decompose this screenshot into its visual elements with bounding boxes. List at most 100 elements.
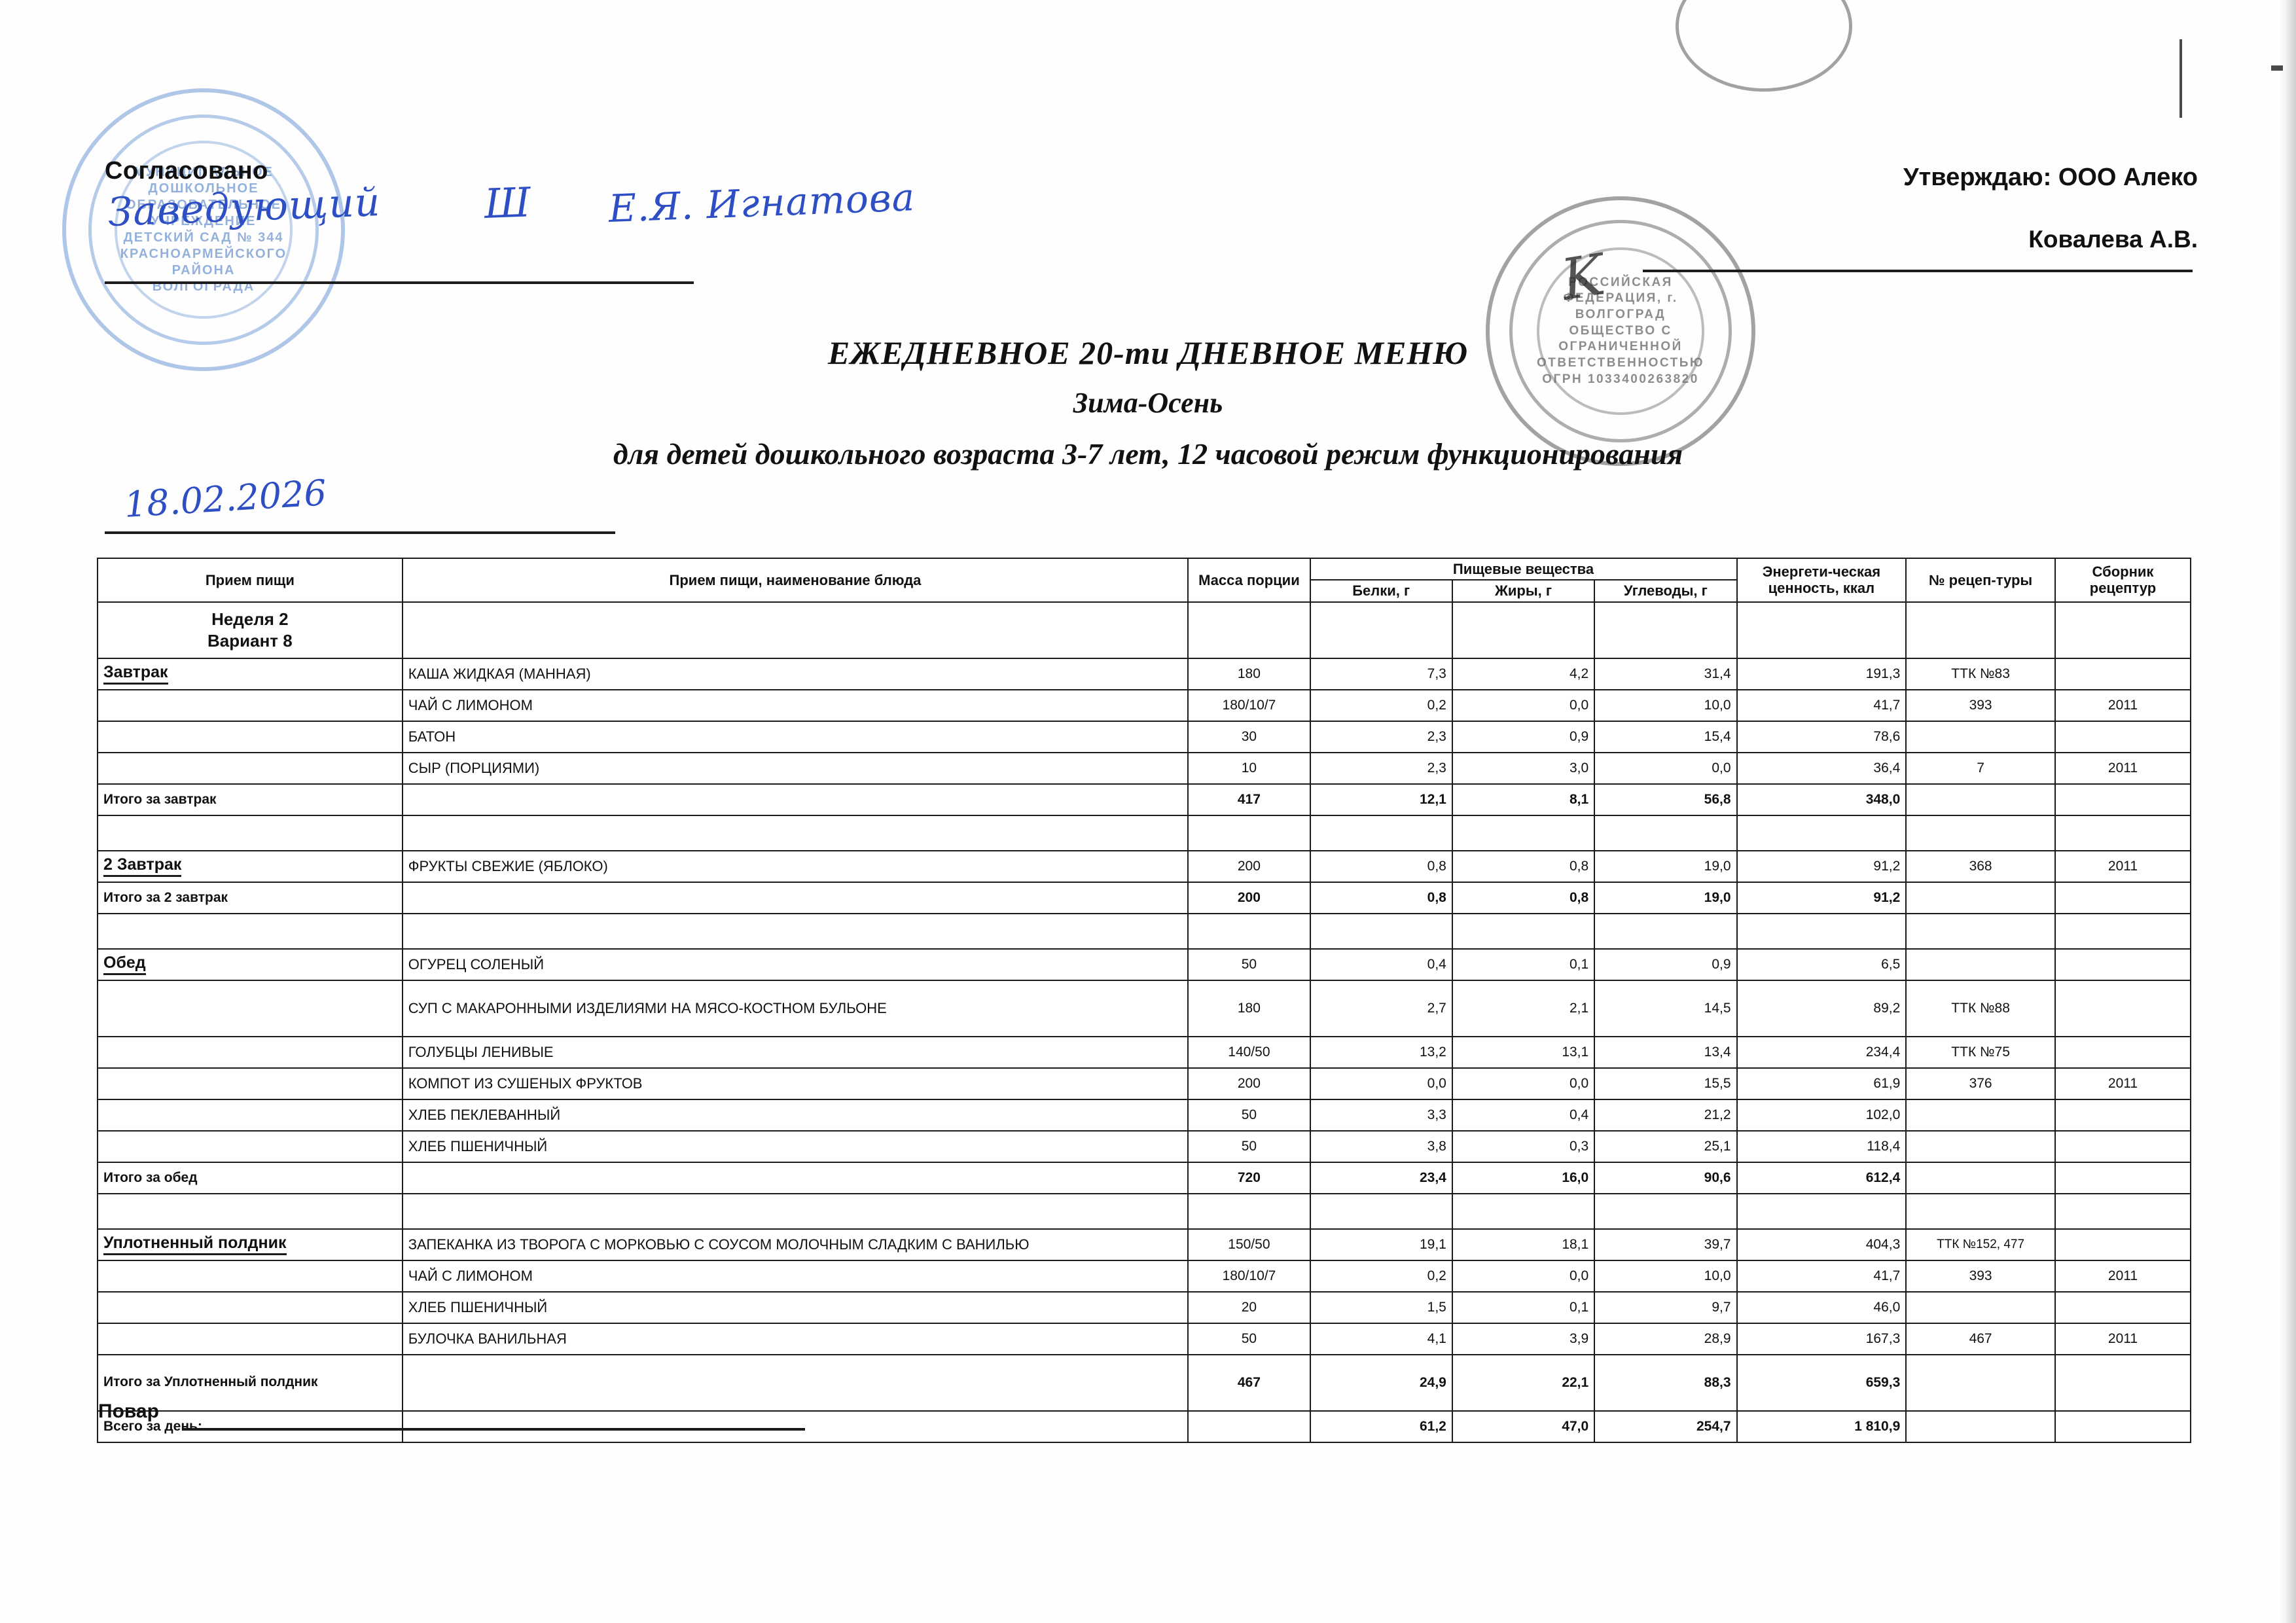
dish-name: ХЛЕБ ПШЕНИЧНЫЙ xyxy=(401,1291,1189,1324)
dish-fat: 3,9 xyxy=(1451,1322,1596,1355)
paper-clip-mark xyxy=(1676,0,1852,92)
subtotal-dish-blank xyxy=(401,783,1189,816)
dish-recipe xyxy=(1905,1291,2056,1324)
spacer-cell xyxy=(1187,912,1311,950)
dish-recipe: 393 xyxy=(1905,688,2056,722)
handwritten-date: 18.02.2026 xyxy=(123,472,328,526)
grand-total-label: Всего за день: xyxy=(97,1410,403,1443)
dish-book: 2011 xyxy=(2054,751,2192,785)
subtotal-label: Итого за 2 завтрак xyxy=(97,881,403,914)
week-variant-row: Неделя 2 Вариант 8 xyxy=(97,601,2192,659)
subtotal-dish-blank xyxy=(401,1353,1189,1412)
spacer-cell xyxy=(2054,912,2192,950)
dish-book xyxy=(2054,1228,2192,1261)
dish-carbs: 0,0 xyxy=(1594,751,1738,785)
dish-carbs: 39,7 xyxy=(1594,1228,1738,1261)
th-carbs: Углеводы, г xyxy=(1594,579,1738,603)
dish-protein: 3,3 xyxy=(1309,1098,1453,1132)
spacer-cell xyxy=(1594,1192,1738,1230)
meal-name-second-breakfast: 2 Завтрак xyxy=(97,849,403,883)
dish-fat: 2,1 xyxy=(1451,979,1596,1037)
dish-book: 2011 xyxy=(2054,688,2192,722)
approver-signature-line xyxy=(1643,270,2193,272)
dish-fat: 0,0 xyxy=(1451,688,1596,722)
title-line-1: ЕЖЕДНЕВНОЕ 20-ти ДНЕВНОЕ МЕНЮ xyxy=(827,334,1469,371)
dish-book xyxy=(2054,1035,2192,1069)
subtotal-recipe-blank xyxy=(1905,783,2056,816)
subtotal-carbs: 88,3 xyxy=(1594,1353,1738,1412)
th-dish: Прием пищи, наименование блюда xyxy=(401,558,1189,603)
dish-name: ГОЛУБЦЫ ЛЕНИВЫЕ xyxy=(401,1035,1189,1069)
grand-total-book-blank xyxy=(2054,1410,2192,1443)
dish-recipe: ТТК №83 xyxy=(1905,657,2056,690)
table-header-row-2: Белки, г Жиры, г Углеводы, г xyxy=(98,579,2191,603)
grand-total-carbs: 254,7 xyxy=(1594,1410,1738,1443)
week-variant-dish-blank xyxy=(401,601,1189,659)
dish-carbs: 10,0 xyxy=(1594,688,1738,722)
dish-energy: 41,7 xyxy=(1736,688,1907,722)
dish-fat: 13,1 xyxy=(1451,1035,1596,1069)
table-row: КОМПОТ ИЗ СУШЕНЫХ ФРУКТОВ 200 0,0 0,0 15… xyxy=(97,1067,2192,1100)
dish-name: ЧАЙ С ЛИМОНОМ xyxy=(401,1259,1189,1293)
dish-energy: 36,4 xyxy=(1736,751,1907,785)
dish-recipe xyxy=(1905,948,2056,981)
meal-blank xyxy=(97,1291,403,1324)
spacer-cell xyxy=(1187,1192,1311,1230)
spacer-cell xyxy=(1451,1192,1596,1230)
dish-recipe: 393 xyxy=(1905,1259,2056,1293)
dish-mass: 180/10/7 xyxy=(1187,1259,1311,1293)
subtotal-recipe-blank xyxy=(1905,881,2056,914)
dish-book xyxy=(2054,1130,2192,1163)
approve-block: Утверждаю: ООО Алеко Ковалева А.В. xyxy=(1903,164,2198,253)
dish-name: ХЛЕБ ПШЕНИЧНЫЙ xyxy=(401,1130,1189,1163)
date-line xyxy=(105,531,615,534)
week-variant-protein-blank xyxy=(1309,601,1453,659)
subtotal-carbs: 19,0 xyxy=(1594,881,1738,914)
dish-protein: 2,3 xyxy=(1309,751,1453,785)
subtotal-row: Итого за 2 завтрак 200 0,8 0,8 19,0 91,2 xyxy=(97,881,2192,914)
dish-book: 2011 xyxy=(2054,849,2192,883)
subtotal-energy: 612,4 xyxy=(1736,1161,1907,1194)
subtotal-mass: 467 xyxy=(1187,1353,1311,1412)
table-row: ХЛЕБ ПШЕНИЧНЫЙ 20 1,5 0,1 9,7 46,0 xyxy=(97,1291,2192,1324)
table-row: Завтрак КАША ЖИДКАЯ (МАННАЯ) 180 7,3 4,2… xyxy=(97,657,2192,690)
grand-total-recipe-blank xyxy=(1905,1410,2056,1443)
dish-recipe xyxy=(1905,720,2056,753)
dish-protein: 3,8 xyxy=(1309,1130,1453,1163)
week-variant-energy-blank xyxy=(1736,601,1907,659)
th-mass: Масса порции xyxy=(1187,558,1311,603)
subtotal-fat: 16,0 xyxy=(1451,1161,1596,1194)
subtotal-row: Итого за завтрак 417 12,1 8,1 56,8 348,0 xyxy=(97,783,2192,816)
th-fat: Жиры, г xyxy=(1451,579,1596,603)
dish-mass: 150/50 xyxy=(1187,1228,1311,1261)
dish-carbs: 0,9 xyxy=(1594,948,1738,981)
meal-name-breakfast: Завтрак xyxy=(97,657,403,690)
handwritten-approver-name: Е.Я. Игнатова xyxy=(607,175,916,231)
spacer-cell xyxy=(1905,1192,2056,1230)
week-variant-mass-blank xyxy=(1187,601,1311,659)
th-protein: Белки, г xyxy=(1309,579,1453,603)
approve-label: Утверждаю: ООО Алеко xyxy=(1903,164,2198,191)
dish-fat: 0,1 xyxy=(1451,1291,1596,1324)
th-recipe-book: Сборник рецептур xyxy=(2054,558,2192,603)
spacer-cell xyxy=(97,1192,403,1230)
dish-protein: 2,7 xyxy=(1309,979,1453,1037)
dish-name: СУП С МАКАРОННЫМИ ИЗДЕЛИЯМИ НА МЯСО-КОСТ… xyxy=(401,979,1189,1037)
approver-name: Ковалева А.В. xyxy=(2028,226,2198,253)
dish-recipe: ТТК №88 xyxy=(1905,979,2056,1037)
dish-carbs: 31,4 xyxy=(1594,657,1738,690)
subtotal-dish-blank xyxy=(401,881,1189,914)
dish-energy: 118,4 xyxy=(1736,1130,1907,1163)
subtotal-protein: 12,1 xyxy=(1309,783,1453,816)
dish-carbs: 21,2 xyxy=(1594,1098,1738,1132)
dish-fat: 0,3 xyxy=(1451,1130,1596,1163)
table-row: ХЛЕБ ПЕКЛЕВАННЫЙ 50 3,3 0,4 21,2 102,0 xyxy=(97,1098,2192,1132)
dish-carbs: 9,7 xyxy=(1594,1291,1738,1324)
spacer-cell xyxy=(2054,814,2192,851)
table-row: СУП С МАКАРОННЫМИ ИЗДЕЛИЯМИ НА МЯСО-КОСТ… xyxy=(97,979,2192,1037)
meal-blank xyxy=(97,1130,403,1163)
scan-mark-right xyxy=(2179,39,2182,118)
spacer-cell xyxy=(1451,912,1596,950)
subtotal-mass: 200 xyxy=(1187,881,1311,914)
section-spacer-row xyxy=(97,1192,2192,1230)
